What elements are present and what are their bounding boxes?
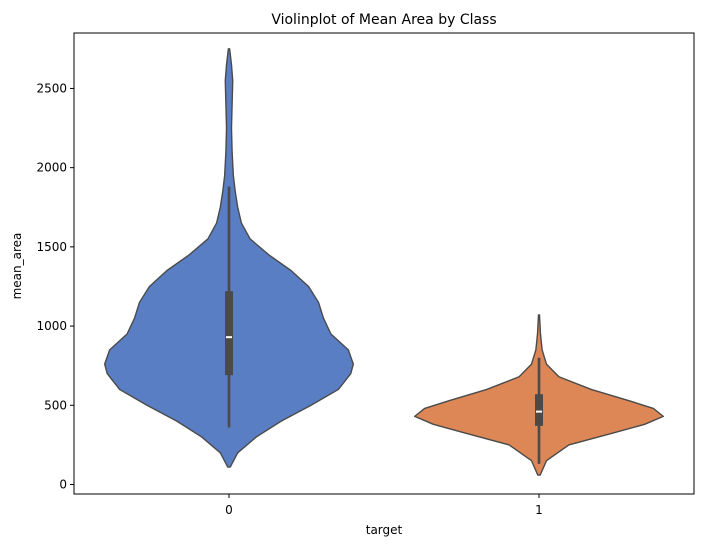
y-tick-label: 2500: [36, 81, 67, 95]
axes-layer: 0 500 1000 1500 2000 2500 0 1: [36, 81, 542, 517]
x-tick-label: 1: [535, 503, 543, 517]
y-tick-label: 1000: [36, 319, 67, 333]
chart-title: Violinplot of Mean Area by Class: [271, 12, 496, 28]
y-tick-label: 2000: [36, 161, 67, 175]
plot-frame: [73, 32, 695, 495]
y-axis-label: mean_area: [10, 233, 24, 300]
x-tick-label: 0: [225, 503, 233, 517]
y-tick-label: 0: [59, 477, 67, 491]
y-tick-label: 1500: [36, 240, 67, 254]
iqr-box-1: [535, 394, 543, 426]
x-axis-label: target: [366, 523, 403, 537]
y-tick-label: 500: [44, 398, 67, 412]
boxes-layer: [225, 186, 543, 464]
iqr-box-0: [225, 291, 233, 376]
violins-layer: [103, 48, 665, 476]
